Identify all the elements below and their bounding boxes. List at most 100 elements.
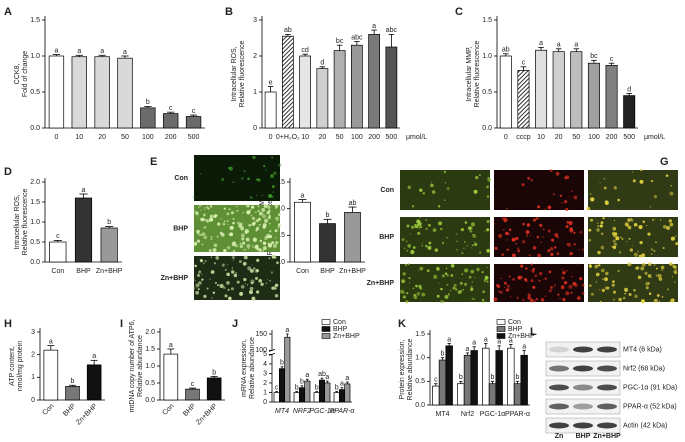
speckle xyxy=(195,290,200,295)
speckle xyxy=(216,222,221,226)
speckle xyxy=(269,279,271,282)
speckle xyxy=(268,234,273,239)
legend-swatch xyxy=(496,319,506,325)
speckle xyxy=(421,244,424,247)
speckle xyxy=(494,246,498,251)
speckle xyxy=(501,253,505,257)
speckle xyxy=(601,278,604,281)
speckle xyxy=(553,284,556,287)
speckle xyxy=(251,264,253,266)
speckle xyxy=(227,223,229,226)
speckle xyxy=(556,236,559,239)
speckle xyxy=(653,249,656,253)
speckle xyxy=(506,239,508,241)
y-axis-label: Intracellular ROS,Relative fluorescence xyxy=(14,188,29,255)
speckle xyxy=(462,288,465,291)
speckle xyxy=(406,292,409,295)
speckle xyxy=(671,276,674,278)
speckle xyxy=(208,249,212,252)
speckle xyxy=(627,262,632,267)
significance-letter: a xyxy=(466,346,470,353)
speckle xyxy=(506,284,510,288)
speckle xyxy=(649,206,651,208)
speckle xyxy=(274,237,277,239)
speckle xyxy=(567,226,569,228)
speckle xyxy=(653,195,658,199)
speckle xyxy=(666,226,670,230)
significance-letter: b xyxy=(441,351,445,358)
speckle xyxy=(589,218,594,222)
speckle xyxy=(246,238,248,240)
x-tick-label: 200 xyxy=(606,134,618,141)
speckle xyxy=(257,178,261,182)
y-axis-label-line: nmol/mg protein xyxy=(17,341,24,391)
speckle xyxy=(204,206,206,208)
blot-band xyxy=(597,403,617,410)
bar xyxy=(94,56,110,129)
x-tick-label: 50 xyxy=(121,134,129,141)
bar xyxy=(495,350,503,406)
micrograph xyxy=(494,170,584,210)
speckle xyxy=(547,249,551,253)
speckle xyxy=(240,233,245,238)
speckle xyxy=(263,165,266,168)
bar xyxy=(587,62,600,129)
speckle xyxy=(572,282,575,285)
speckle xyxy=(588,238,592,242)
bar xyxy=(48,55,65,129)
speckle xyxy=(275,216,280,221)
speckle xyxy=(250,214,253,217)
speckle xyxy=(625,223,629,227)
speckle xyxy=(522,299,525,302)
bar xyxy=(507,347,515,406)
speckle xyxy=(216,284,219,287)
legend-swatch xyxy=(321,326,331,332)
speckle xyxy=(450,263,455,268)
speckle xyxy=(625,289,628,293)
speckle xyxy=(479,251,482,254)
speckle xyxy=(655,267,658,270)
speckle xyxy=(255,211,257,213)
speckle xyxy=(612,239,616,243)
x-tick-label: Zn+BHP xyxy=(195,403,219,427)
speckle xyxy=(412,246,416,249)
speckle xyxy=(272,243,277,248)
bar xyxy=(463,354,472,406)
speckle xyxy=(507,233,510,236)
bar xyxy=(100,227,118,263)
speckle xyxy=(464,268,469,273)
speckle xyxy=(415,284,418,288)
speckle xyxy=(455,287,457,290)
speckle xyxy=(474,277,476,279)
speckle xyxy=(534,274,538,278)
speckle xyxy=(482,290,485,294)
x-tick-label: Nrf2 xyxy=(461,411,474,418)
speckle xyxy=(232,218,235,220)
significance-letter: b xyxy=(295,384,299,391)
bar xyxy=(163,113,179,129)
blot-band xyxy=(573,346,593,353)
x-tick-label: 20 xyxy=(98,134,106,141)
bar xyxy=(499,55,512,129)
speckle xyxy=(221,263,225,267)
speckle xyxy=(463,247,465,249)
speckle xyxy=(613,186,617,190)
speckle xyxy=(532,218,536,222)
speckle xyxy=(198,280,202,285)
legend-swatch xyxy=(496,333,506,339)
speckle xyxy=(419,225,423,229)
micrograph xyxy=(588,170,678,210)
speckle xyxy=(417,270,419,272)
speckle xyxy=(220,218,222,220)
speckle xyxy=(501,216,506,221)
speckle xyxy=(667,288,669,291)
speckle xyxy=(276,261,279,265)
bar xyxy=(74,197,93,263)
speckle xyxy=(670,298,675,303)
speckle xyxy=(425,227,428,230)
speckle xyxy=(427,223,431,227)
speckle xyxy=(632,244,634,246)
panel-label: H xyxy=(4,318,12,330)
significance-letter: b xyxy=(326,212,330,219)
speckle xyxy=(196,229,200,234)
